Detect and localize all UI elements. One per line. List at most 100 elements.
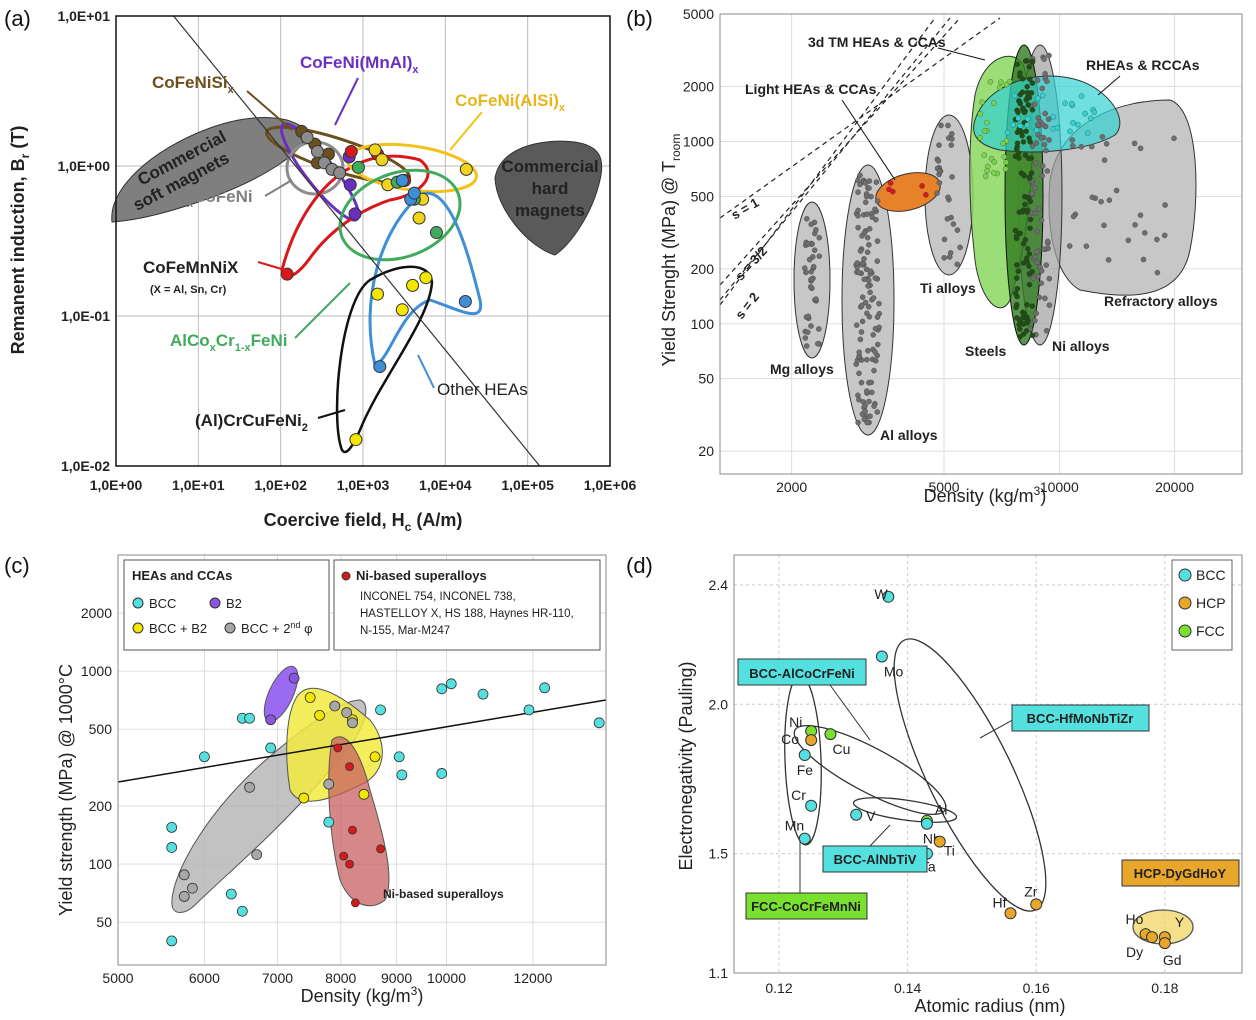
data-point	[323, 778, 335, 790]
data-point	[1014, 262, 1020, 268]
label-cofenisi: CoFeNiSix	[152, 73, 235, 96]
element-label: Hf	[993, 894, 1007, 910]
data-point	[1041, 246, 1047, 252]
data-point	[1142, 230, 1148, 236]
legend-ni-line-3: N-155, Mar-M247	[360, 625, 450, 637]
data-point	[855, 207, 861, 214]
data-point	[949, 131, 955, 137]
data-point	[1026, 281, 1033, 288]
data-point	[407, 186, 421, 200]
hard-magnets-region	[494, 140, 603, 256]
data-point	[807, 284, 814, 290]
data-point	[1054, 124, 1061, 131]
box-fcc-cocrfemnni	[745, 892, 868, 920]
guide-line	[719, 17, 936, 306]
data-point	[1034, 249, 1040, 255]
box-bcc-alcocrfeni	[737, 658, 867, 686]
data-point	[187, 882, 198, 894]
data-point	[855, 177, 861, 184]
element-label: Ti	[944, 843, 955, 859]
panel-c-xtick: 7000	[262, 970, 293, 986]
data-point	[861, 256, 867, 262]
panel-b-ytick: 20	[698, 443, 714, 459]
element-point	[805, 734, 818, 747]
data-point	[984, 168, 990, 174]
data-point	[166, 842, 178, 853]
data-point	[1039, 85, 1045, 92]
data-point	[869, 389, 875, 396]
data-point	[1032, 185, 1038, 191]
data-point	[1101, 222, 1107, 229]
data-point	[870, 295, 877, 301]
data-point	[166, 821, 178, 833]
data-point	[856, 269, 862, 276]
data-point	[1125, 237, 1132, 244]
data-point	[890, 188, 896, 195]
data-point	[300, 130, 314, 144]
data-point	[1029, 268, 1035, 275]
panel-b-ytick: 500	[691, 188, 715, 204]
element-label: W	[874, 586, 888, 602]
box-bcc-hfmonbtizr	[1011, 704, 1150, 732]
data-point	[1017, 70, 1023, 76]
data-point	[1027, 216, 1034, 223]
data-point	[957, 244, 963, 251]
panel-b-ytick: 5000	[683, 6, 714, 22]
data-point	[1043, 262, 1049, 268]
data-point	[1070, 143, 1076, 149]
data-point	[1085, 130, 1091, 137]
data-point	[806, 256, 813, 263]
panel-c-ytick: 2000	[81, 605, 112, 621]
data-point	[803, 343, 810, 349]
data-point	[998, 79, 1004, 85]
data-point	[351, 160, 365, 174]
data-point	[1025, 102, 1031, 108]
data-point	[477, 688, 489, 700]
label-hard-2: hard	[532, 179, 569, 198]
data-point	[864, 234, 871, 241]
data-point	[244, 712, 255, 724]
data-point	[813, 227, 819, 233]
data-point	[1091, 109, 1097, 115]
panel-d-xtick: 0.12	[765, 980, 792, 996]
panel-b-xlabel: Density (kg/m3)	[924, 484, 1047, 506]
element-label: Zr	[1024, 883, 1038, 899]
data-point	[458, 294, 472, 308]
data-point	[887, 180, 894, 186]
data-point	[813, 296, 819, 302]
data-point	[1028, 155, 1035, 161]
data-point	[1044, 78, 1050, 85]
data-point	[864, 388, 870, 394]
data-point	[333, 743, 343, 753]
data-point	[936, 168, 943, 174]
data-point	[1046, 275, 1053, 282]
data-point	[1029, 107, 1036, 113]
element-point	[798, 749, 811, 762]
data-point	[874, 238, 881, 244]
crcu-region	[335, 265, 434, 454]
panel-a-xtick: 1,0E+02	[254, 477, 307, 493]
label-cofenimnal: CoFeNi(MnAl)x	[300, 53, 419, 76]
guide-line	[719, 17, 951, 301]
label-ni: Ni alloys	[1052, 338, 1110, 354]
data-point	[199, 751, 210, 763]
data-point	[288, 672, 300, 684]
data-point	[1025, 194, 1032, 201]
box-bcc-alnbtiv-text: BCC-AlNbTiV	[834, 852, 917, 867]
data-point	[808, 268, 814, 275]
data-point	[1113, 187, 1120, 194]
panel-b-xtick: 20000	[1155, 479, 1194, 495]
element-point	[850, 808, 863, 821]
legend-label: BCC	[1196, 567, 1226, 583]
data-point	[1012, 227, 1019, 234]
data-point	[814, 340, 821, 347]
data-point	[539, 682, 551, 694]
data-point	[935, 158, 942, 164]
data-point	[1015, 109, 1021, 115]
data-point	[1014, 315, 1020, 321]
data-point	[1082, 110, 1088, 117]
data-point	[1042, 295, 1048, 302]
data-point	[1021, 172, 1027, 178]
data-point	[874, 314, 881, 320]
